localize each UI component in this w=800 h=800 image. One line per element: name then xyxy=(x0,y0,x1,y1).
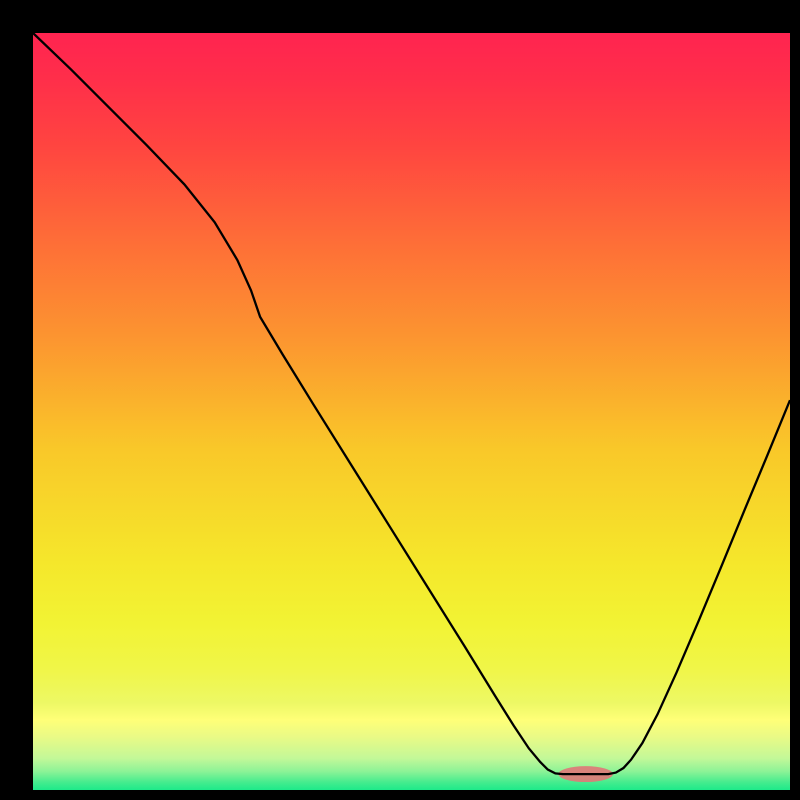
plot-area xyxy=(33,33,790,790)
curve-line xyxy=(33,33,790,774)
bottleneck-curve xyxy=(33,33,790,790)
